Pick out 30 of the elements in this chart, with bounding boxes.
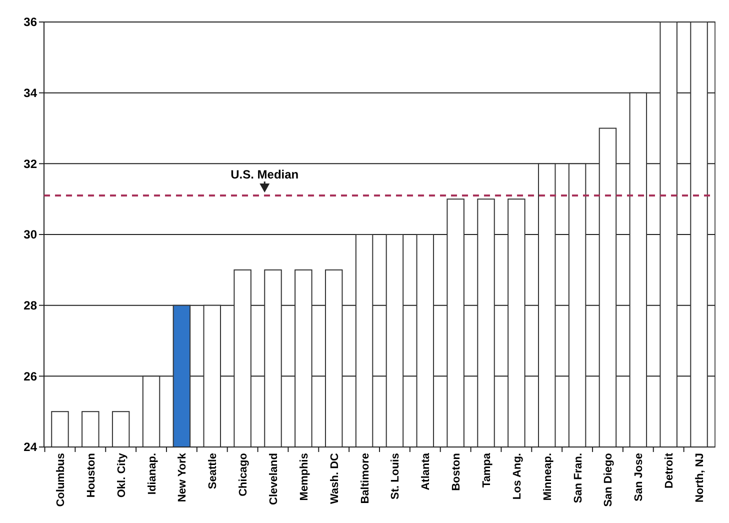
x-tick-label: Boston [450, 452, 463, 491]
y-tick-label: 24 [24, 440, 38, 454]
y-tick-label: 34 [24, 86, 38, 100]
x-tick-label: Detroit [664, 452, 676, 488]
x-tick-label: Houston [85, 452, 98, 498]
x-tick-label: North, NJ [694, 453, 706, 502]
x-tick-label: Minneap. [542, 453, 554, 501]
x-tick-label: San Jose [633, 453, 646, 502]
x-tick-label: Columbus [54, 453, 67, 507]
y-tick-label: 30 [24, 228, 38, 242]
x-tick-label: Los Ang. [511, 453, 524, 500]
y-tick-label: 36 [24, 15, 38, 30]
x-tick-label: Tampa [481, 452, 494, 488]
x-tick-label: Okl. City [116, 452, 128, 498]
y-tick-label: 32 [24, 156, 38, 171]
x-tick-label: Memphis [298, 453, 310, 501]
x-tick-label: San Diego [602, 452, 615, 507]
ref-line-label: U.S. Median [230, 168, 299, 182]
x-tick-label: San Fran. [572, 453, 584, 504]
x-tick-label: Wash. DC [328, 452, 341, 504]
y-tick-label: 26 [24, 369, 38, 384]
x-tick-label: Cleveland [268, 453, 280, 505]
x-tick-label: Seattle [207, 453, 220, 490]
x-tick-label: New York [176, 452, 189, 502]
x-tick-label: Atlanta [420, 452, 432, 490]
x-tick-label: Idianap. [146, 453, 158, 495]
y-tick-label: 28 [24, 298, 38, 313]
x-tick-label: Chicago [238, 452, 250, 496]
x-tick-label: St. Louis [390, 453, 402, 500]
x-tick-label: Baltimore [359, 453, 372, 504]
